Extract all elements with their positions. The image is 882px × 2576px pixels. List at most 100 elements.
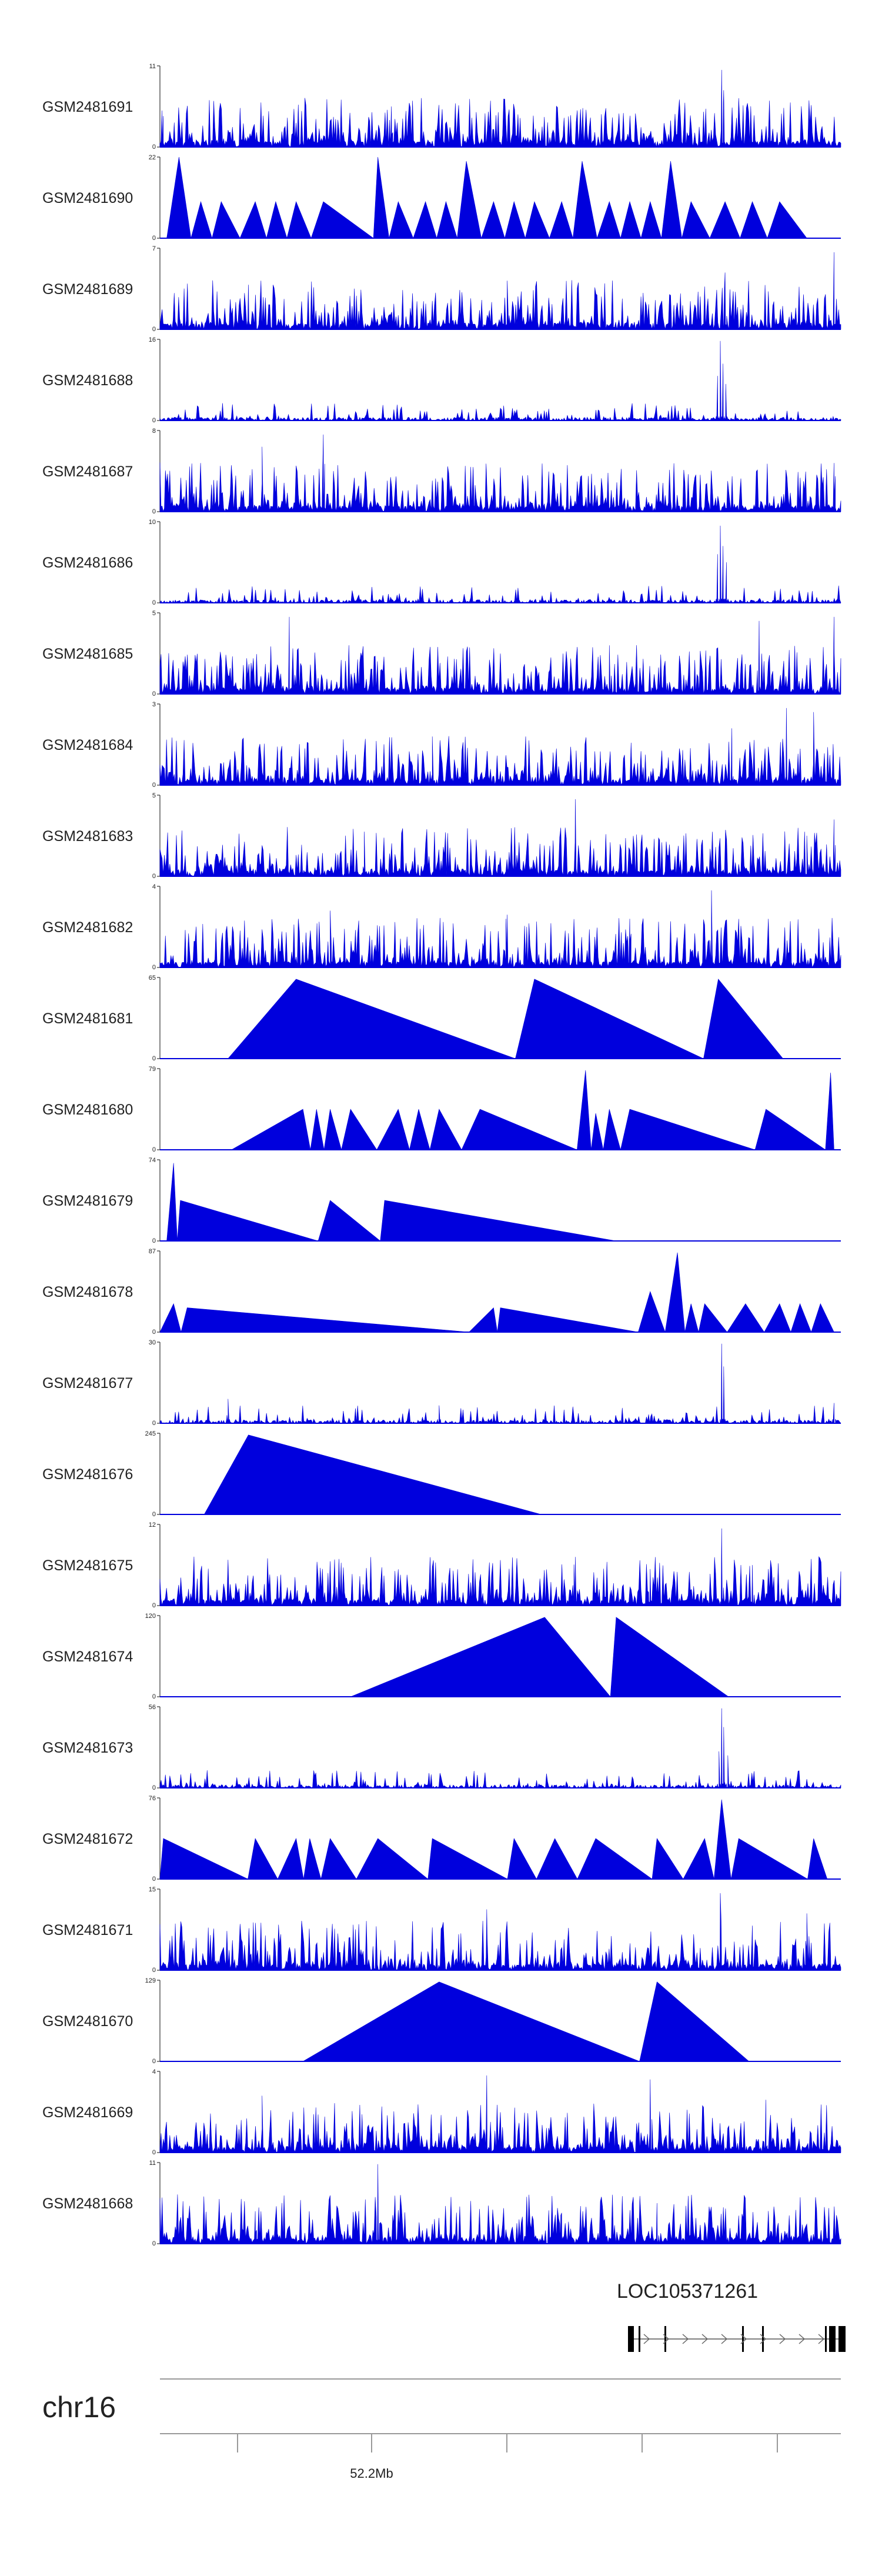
- y-max-label: 65: [149, 975, 156, 982]
- y-max-label: 7: [152, 245, 156, 252]
- signal-area: [302, 1981, 750, 2062]
- track-label: GSM2481687: [42, 463, 133, 480]
- track-GSM2481679: GSM2481679 74 0: [42, 1157, 841, 1244]
- signal-area: [159, 1708, 841, 1789]
- y-min-label: 0: [152, 599, 156, 606]
- gene-model: [628, 2326, 846, 2352]
- strand-arrow-icon: [760, 2334, 767, 2344]
- exon-block: [829, 2326, 836, 2352]
- signal-area: [159, 1343, 841, 1424]
- track-label: GSM2481671: [42, 1922, 133, 1938]
- y-max-label: 120: [145, 1613, 156, 1620]
- y-max-label: 4: [152, 883, 156, 890]
- signal-area: [228, 979, 784, 1059]
- signal-area: [159, 890, 841, 968]
- strand-arrow-icon: [818, 2334, 825, 2344]
- y-max-label: 5: [152, 610, 156, 617]
- signal-area: [159, 1528, 841, 1606]
- strand-arrow-icon: [643, 2334, 650, 2344]
- y-min-label: 0: [152, 1784, 156, 1791]
- signal-area: [159, 69, 841, 148]
- y-min-label: 0: [152, 1876, 156, 1883]
- signal-area: [230, 1070, 834, 1150]
- track-GSM2481672: GSM2481672 76 0: [42, 1795, 841, 1883]
- signal-area: [159, 1893, 841, 1971]
- exon-block: [639, 2326, 640, 2352]
- signal-area: [166, 1163, 616, 1242]
- track-label: GSM2481675: [42, 1557, 133, 1574]
- strand-arrow-icon: [779, 2334, 786, 2344]
- y-max-label: 5: [152, 792, 156, 799]
- track-label: GSM2481679: [42, 1193, 133, 1209]
- track-label: GSM2481677: [42, 1375, 133, 1392]
- y-max-label: 22: [149, 154, 156, 161]
- track-label: GSM2481684: [42, 737, 133, 753]
- y-min-label: 0: [152, 1602, 156, 1609]
- gene-name-label: LOC105371261: [617, 2280, 758, 2303]
- signal-area: [159, 252, 841, 330]
- track-GSM2481670: GSM2481670 129 0: [42, 1977, 841, 2065]
- track-label: GSM2481688: [42, 372, 133, 389]
- y-max-label: 87: [149, 1248, 156, 1255]
- track-label: GSM2481686: [42, 555, 133, 571]
- track-label: GSM2481670: [42, 2013, 133, 2030]
- y-min-label: 0: [152, 1329, 156, 1336]
- track-label: GSM2481676: [42, 1466, 133, 1483]
- y-min-label: 0: [152, 1146, 156, 1153]
- y-min-label: 0: [152, 873, 156, 880]
- strand-arrow-icon: [663, 2334, 670, 2344]
- track-label: GSM2481678: [42, 1284, 133, 1300]
- track-label: GSM2481669: [42, 2104, 133, 2121]
- chromosome-label: chr16: [42, 2391, 116, 2424]
- y-min-label: 0: [152, 1420, 156, 1427]
- track-GSM2481683: GSM2481683 5 0: [42, 792, 841, 880]
- y-max-label: 11: [149, 2160, 156, 2167]
- y-max-label: 12: [149, 1521, 156, 1529]
- track-GSM2481687: GSM2481687 8 0: [42, 428, 841, 515]
- exon-block: [628, 2326, 634, 2352]
- y-max-label: 8: [152, 428, 156, 435]
- track-label: GSM2481668: [42, 2195, 133, 2212]
- track-label: GSM2481691: [42, 99, 133, 115]
- strand-arrow-icon: [799, 2334, 806, 2344]
- y-min-label: 0: [152, 1055, 156, 1062]
- signal-area: [203, 1434, 542, 1515]
- signal-area: [159, 1799, 828, 1880]
- y-max-label: 56: [149, 1704, 156, 1711]
- y-min-label: 0: [152, 964, 156, 971]
- track-label: GSM2481673: [42, 1740, 133, 1756]
- y-max-label: 76: [149, 1795, 156, 1802]
- track-label: GSM2481674: [42, 1649, 133, 1665]
- y-min-label: 0: [152, 417, 156, 424]
- gene-track: LOC105371261: [617, 2280, 846, 2352]
- y-max-label: 4: [152, 2068, 156, 2076]
- position-tick-label: 52.2Mb: [350, 2466, 393, 2481]
- signal-area: [350, 1617, 729, 1697]
- signal-area: [159, 2075, 841, 2153]
- signal-area: [159, 525, 841, 604]
- track-GSM2481671: GSM2481671 15 0: [42, 1886, 841, 1974]
- track-label: GSM2481681: [42, 1010, 133, 1027]
- signal-area: [159, 616, 841, 695]
- track-GSM2481673: GSM2481673 56 0: [42, 1704, 841, 1791]
- y-max-label: 129: [145, 1977, 156, 1984]
- strand-arrow-icon: [721, 2334, 728, 2344]
- chromosome-axis: chr16 52.2Mb: [42, 2378, 841, 2481]
- exon-block: [838, 2326, 846, 2352]
- exon-block: [825, 2326, 827, 2352]
- track-label: GSM2481690: [42, 190, 133, 206]
- track-GSM2481677: GSM2481677 30 0: [42, 1339, 841, 1427]
- track-label: GSM2481680: [42, 1102, 133, 1118]
- track-GSM2481685: GSM2481685 5 0: [42, 610, 841, 698]
- track-GSM2481688: GSM2481688 16 0: [42, 336, 841, 424]
- y-min-label: 0: [152, 2058, 156, 2065]
- track-GSM2481689: GSM2481689 7 0: [42, 245, 841, 333]
- y-min-label: 0: [152, 1511, 156, 1518]
- y-min-label: 0: [152, 326, 156, 333]
- track-label: GSM2481685: [42, 646, 133, 662]
- track-GSM2481690: GSM2481690 22 0: [42, 154, 841, 242]
- y-min-label: 0: [152, 1967, 156, 1974]
- y-min-label: 0: [152, 508, 156, 515]
- track-GSM2481682: GSM2481682 4 0: [42, 883, 841, 971]
